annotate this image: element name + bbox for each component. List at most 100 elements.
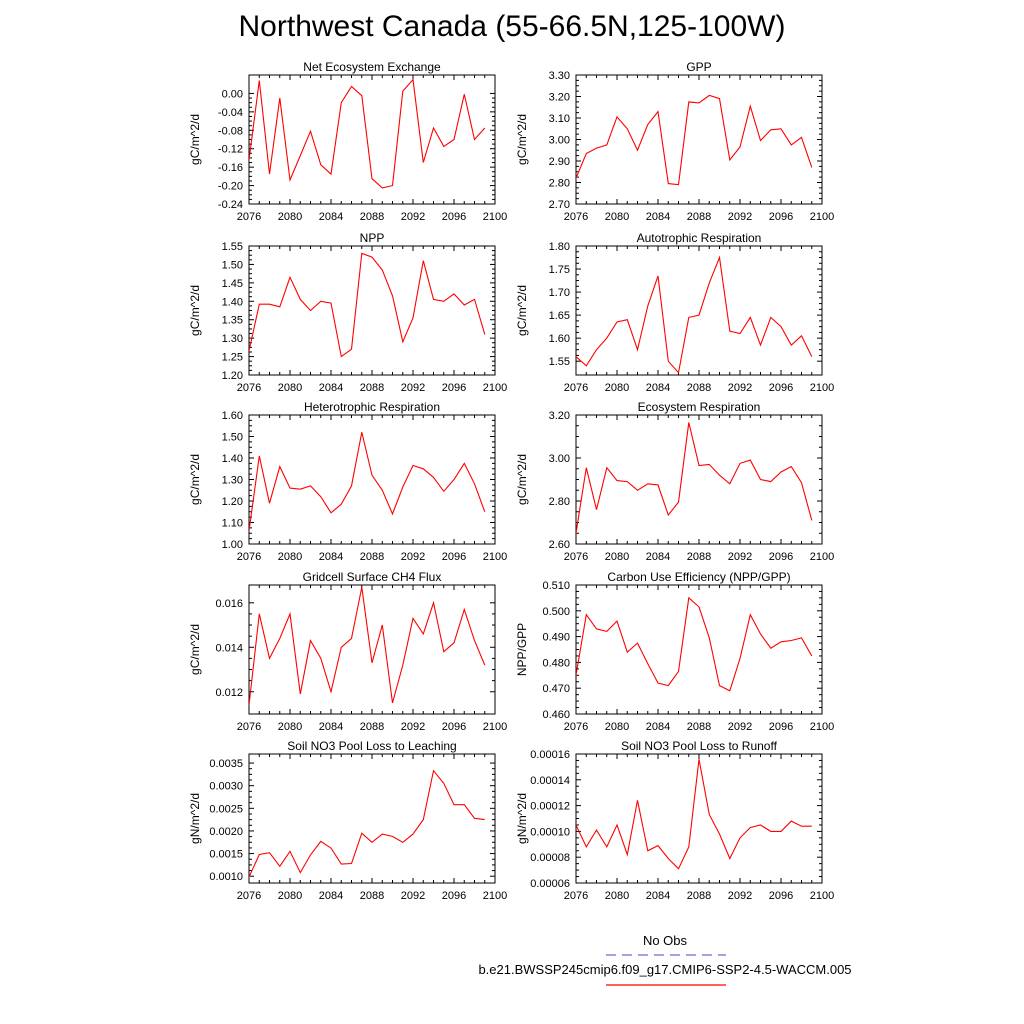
y-tick-label: 1.25 [222,352,243,364]
y-tick-label: 1.60 [222,410,243,422]
x-tick-label: 2080 [605,721,629,733]
x-tick-label: 2084 [319,721,343,733]
x-tick-label: 2076 [564,211,588,223]
y-tick-label: 0.0030 [209,781,243,793]
x-tick-label: 2080 [605,890,629,902]
x-tick-label: 2100 [483,382,507,394]
x-tick-label: 2096 [769,890,793,902]
x-tick-label: 2084 [646,551,670,563]
y-tick-label: 0.500 [542,606,570,618]
y-tick-label: 3.00 [549,453,570,465]
figure-title: Northwest Canada (55-66.5N,125-100W) [238,10,786,43]
plot-frame [248,753,496,884]
y-tick-label: 0.012 [215,687,243,699]
x-tick-label: 2096 [442,721,466,733]
y-tick-label: -0.24 [218,199,243,211]
x-tick-label: 2076 [237,721,261,733]
y-tick-label: 0.460 [542,709,570,721]
chart-panel-6: Ecosystem Respiration gC/m^2/d 2076 2080 208… [515,400,834,563]
x-tick-label: 2092 [728,382,752,394]
y-tick-label: -0.04 [218,107,243,119]
x-tick-label: 2084 [646,382,670,394]
y-tick-label: 0.0020 [209,826,243,838]
y-tick-label: 0.0010 [209,871,243,883]
x-tick-label: 2084 [319,382,343,394]
x-tick-label: 2076 [564,890,588,902]
y-tick-label: 0.490 [542,632,570,644]
x-tick-label: 2100 [810,721,834,733]
x-tick-label: 2080 [278,721,302,733]
panel-title: Soil NO3 Pool Loss to Runoff [621,739,778,753]
x-tick-label: 2088 [687,890,711,902]
y-tick-label: 0.470 [542,683,570,695]
panel-title: Net Ecosystem Exchange [303,60,441,74]
x-tick-label: 2084 [646,890,670,902]
y-tick-label: 0.00016 [530,749,570,761]
x-tick-label: 2076 [564,551,588,563]
series-line [576,422,813,534]
x-tick-label: 2096 [769,721,793,733]
y-tick-label: 0.014 [215,642,243,654]
chart-panel-1: Net Ecosystem Exchange gC/m^2/d 2076 2080 20… [188,60,507,223]
x-tick-label: 2076 [564,721,588,733]
x-tick-label: 2076 [564,382,588,394]
x-tick-label: 2096 [442,551,466,563]
series-line [249,252,486,358]
y-tick-label: 0.480 [542,657,570,669]
y-tick-label: 1.65 [549,310,570,322]
y-tick-label: 1.75 [549,264,570,276]
series-line [249,78,486,189]
panel-title: Carbon Use Efficiency (NPP/GPP) [607,570,790,584]
y-tick-label: 0.510 [542,580,570,592]
y-tick-label: 0.00 [222,88,243,100]
x-tick-label: 2092 [728,211,752,223]
legend-model-label: b.e21.BWSSP245cmip6.f09_g17.CMIP6-SSP2-4… [478,962,851,977]
y-tick-label: 1.45 [222,278,243,290]
x-tick-label: 2100 [483,721,507,733]
plot-frame [248,74,496,205]
y-tick-label: 1.20 [222,496,243,508]
series-line [576,255,813,374]
y-tick-label: 0.00014 [530,775,570,787]
x-tick-label: 2092 [401,890,425,902]
series-line [576,94,813,186]
y-tick-label: 3.00 [549,135,570,147]
x-tick-label: 2080 [605,551,629,563]
x-tick-label: 2088 [360,890,384,902]
x-tick-label: 2080 [278,890,302,902]
x-tick-label: 2088 [687,721,711,733]
y-tick-label: 2.80 [549,496,570,508]
y-tick-label: 1.40 [222,296,243,308]
x-tick-label: 2088 [360,721,384,733]
plot-frame [575,74,823,205]
plot-frame [575,584,823,715]
legend: No Obs b.e21.BWSSP245cmip6.f09_g17.CMIP6… [478,933,852,986]
x-tick-label: 2100 [483,890,507,902]
y-tick-label: 0.0035 [209,758,243,770]
series-line [249,769,485,878]
panel-title: Soil NO3 Pool Loss to Leaching [287,739,456,753]
x-tick-label: 2088 [360,211,384,223]
y-tick-label: -0.12 [218,144,243,156]
y-tick-label: 1.00 [222,539,243,551]
y-axis-label: gC/m^2/d [515,285,529,336]
panel-title: Heterotrophic Respiration [304,400,440,414]
x-tick-label: 2100 [810,890,834,902]
plot-frame [575,753,823,884]
x-tick-label: 2088 [687,551,711,563]
series-line [576,596,813,692]
plot-frame [575,414,823,545]
y-tick-label: 1.35 [222,315,243,327]
y-tick-label: 0.016 [215,598,243,610]
y-axis-label: gC/m^2/d [515,454,529,505]
x-tick-label: 2100 [483,551,507,563]
plot-frame [575,245,823,376]
x-tick-label: 2084 [319,890,343,902]
y-axis-label: gN/m^2/d [515,793,529,844]
x-tick-label: 2080 [278,382,302,394]
x-tick-label: 2088 [360,382,384,394]
y-tick-label: 0.00010 [530,826,570,838]
y-tick-label: 1.80 [549,241,570,253]
chart-panel-8: Carbon Use Efficiency (NPP/GPP) NPP/GPP 20… [515,570,834,733]
